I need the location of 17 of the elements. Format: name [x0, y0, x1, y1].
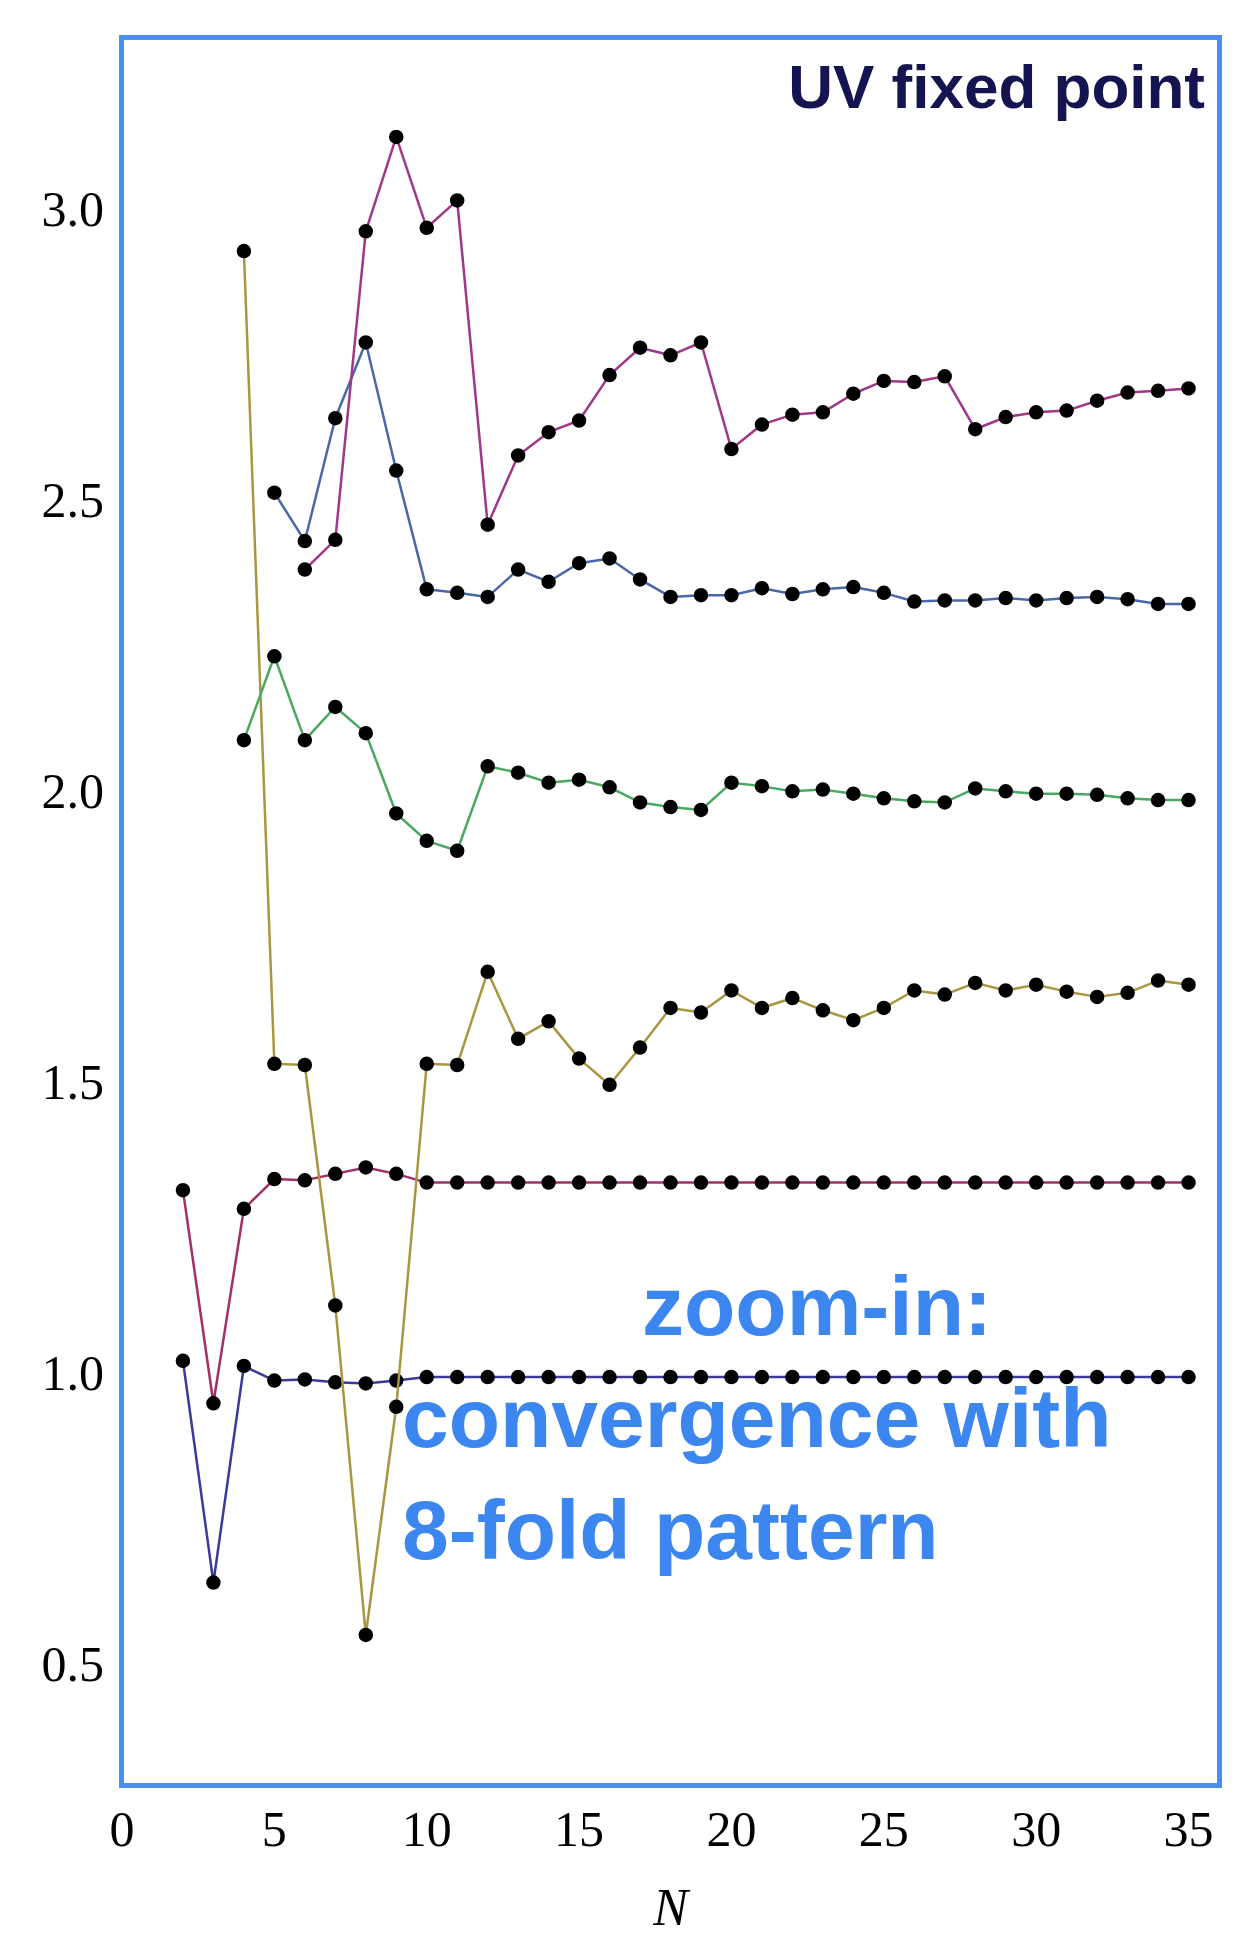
annotation: UV fixed point — [788, 52, 1205, 122]
x-tick-label: 15 — [554, 1800, 605, 1857]
x-axis-title: N — [652, 1879, 692, 1937]
y-tick-label: 1.0 — [41, 1345, 104, 1402]
x-tick-label: 10 — [401, 1800, 452, 1857]
x-tick-label: 20 — [706, 1800, 757, 1857]
y-tick-label: 3.0 — [41, 180, 104, 237]
x-tick-label: 25 — [858, 1800, 909, 1857]
y-tick-label: 1.5 — [41, 1054, 104, 1111]
y-tick-label: 2.0 — [41, 762, 104, 819]
x-tick-label: 35 — [1163, 1800, 1214, 1857]
x-tick-label: 30 — [1011, 1800, 1062, 1857]
annotation: zoom-in: convergence with 8-fold pattern — [402, 1259, 1112, 1577]
x-tick-label: 5 — [261, 1800, 287, 1857]
y-tick-label: 2.5 — [41, 471, 104, 528]
x-tick-label: 0 — [109, 1800, 135, 1857]
y-tick-label: 0.5 — [41, 1636, 104, 1693]
